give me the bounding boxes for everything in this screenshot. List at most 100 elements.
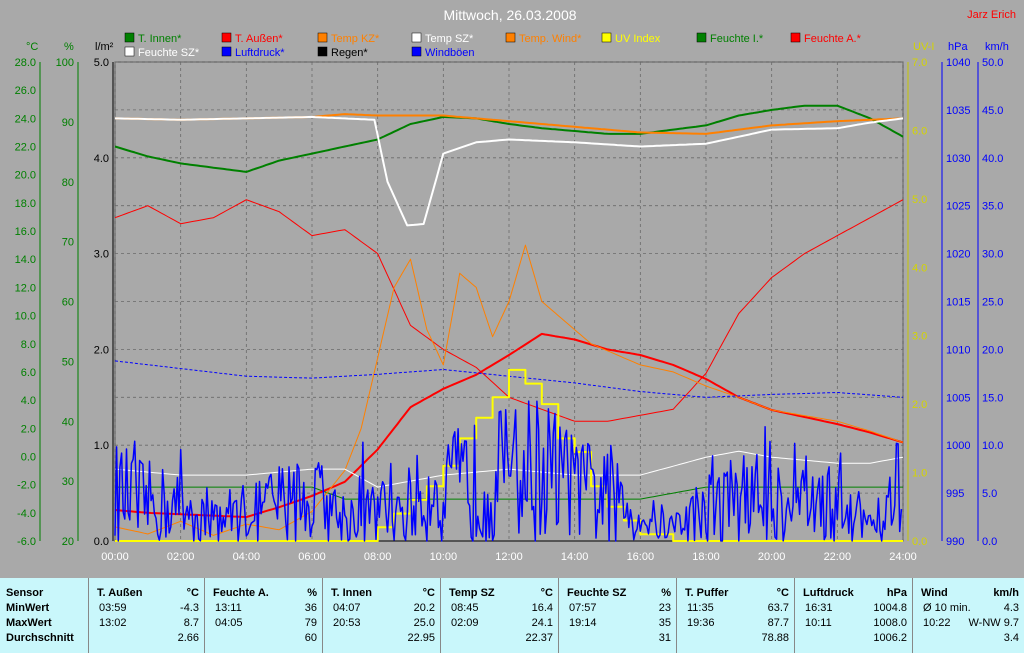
legend-swatch (317, 32, 328, 43)
max-value: 25.0 (413, 617, 435, 629)
press-tick-label: 1015 (946, 297, 970, 309)
stats-column: Temp SZ °C 08:45 16.4 02:09 24.1 22.37 (440, 578, 559, 653)
temp-tick-label: -6.0 (17, 536, 36, 548)
axis-unit-label: hPa (948, 41, 968, 53)
rain-tick-label: 0.0 (94, 536, 109, 548)
legend-swatch (124, 46, 135, 57)
temp-tick-label: -2.0 (17, 480, 36, 492)
max-value: 35 (658, 617, 671, 629)
series-uv-index-line (115, 368, 903, 542)
author-label: Jarz Erich (967, 9, 1016, 21)
uv-tick-label: 2.0 (912, 399, 927, 411)
x-tick-label: 18:00 (692, 551, 720, 563)
hum-tick-label: 70 (62, 237, 74, 249)
axis-unit-label: UV-I (913, 41, 934, 53)
wind-tick-label: 10.0 (982, 440, 1003, 452)
hum-tick-label: 40 (62, 416, 74, 428)
min-value: 20.2 (413, 602, 435, 614)
press-tick-label: 990 (946, 536, 964, 548)
temp-tick-label: 4.0 (21, 395, 36, 407)
column-unit: °C (776, 587, 789, 599)
legend-label: Feuchte I.* (710, 33, 764, 45)
temp-tick-label: 14.0 (15, 254, 36, 266)
stats-column: Wind km/h Ø 10 min. 4.3 10:22 W-NW 9.7 3.4 (912, 578, 1024, 653)
hum-tick-label: 100 (56, 57, 74, 69)
min-time: 03:59 (99, 602, 127, 614)
min-time: 16:31 (805, 602, 833, 614)
legend-label: T. Innen* (138, 33, 182, 45)
legend-swatch (221, 46, 232, 57)
max-value: 87.7 (767, 617, 789, 629)
legend-label: Feuchte SZ* (138, 47, 200, 59)
temp-tick-label: 24.0 (15, 113, 36, 125)
chart-title: Mittwoch, 26.03.2008 (443, 7, 576, 23)
min-value: 36 (304, 602, 317, 614)
column-unit: % (661, 587, 671, 599)
legend-swatch (221, 32, 232, 43)
uv-tick-label: 6.0 (912, 125, 927, 137)
legend-swatch (696, 32, 707, 43)
axis-unit-label: % (64, 41, 74, 53)
press-tick-label: 1005 (946, 392, 970, 404)
row-label: MinWert (6, 602, 50, 614)
min-time: Ø 10 min. (923, 602, 971, 614)
wind-tick-label: 40.0 (982, 153, 1003, 165)
rain-tick-label: 3.0 (94, 249, 109, 261)
min-time: 08:45 (451, 602, 479, 614)
column-unit: °C (540, 587, 553, 599)
wind-tick-label: 20.0 (982, 344, 1003, 356)
max-value: 8.7 (183, 617, 199, 629)
average-value: 1006.2 (873, 632, 907, 644)
statistics-table: Sensor MinWert MaxWert Durchschnitt T. Außen… (0, 578, 1024, 653)
wind-tick-label: 5.0 (982, 488, 997, 500)
column-unit: km/h (993, 587, 1019, 599)
legend-label: Windböen (425, 47, 475, 59)
average-value: 78.88 (761, 632, 789, 644)
series-temp-sz-line (115, 115, 904, 227)
uv-tick-label: 7.0 (912, 57, 927, 69)
wind-tick-label: 15.0 (982, 392, 1003, 404)
row-label: MaxWert (6, 617, 52, 629)
axes: 28.0 26.0 24.0 22.0 20.0 18.0 16.0 14.0 12.0 10.0… (15, 41, 1009, 563)
press-tick-label: 1035 (946, 105, 970, 117)
series-windböen-line (114, 400, 903, 542)
legend-swatch (601, 32, 612, 43)
stats-column: Feuchte SZ% 07:57 23 19:14 35 31 (558, 578, 677, 653)
uv-tick-label: 1.0 (912, 468, 927, 480)
legend-swatch (505, 32, 516, 43)
temp-tick-label: 0.0 (21, 451, 36, 463)
press-tick-label: 1040 (946, 57, 970, 69)
average-value: 31 (658, 632, 671, 644)
legend: T. Innen* T. Außen* Temp KZ* Temp SZ* Temp. … (124, 32, 862, 59)
min-time: 11:35 (687, 602, 714, 614)
average-value: 60 (304, 632, 317, 644)
legend-label: Temp SZ* (425, 33, 474, 45)
temp-tick-label: 10.0 (15, 311, 36, 323)
temp-tick-label: 20.0 (15, 170, 36, 182)
temp-tick-label: 28.0 (15, 57, 36, 69)
x-tick-label: 20:00 (758, 551, 786, 563)
axis-unit-label: l/m² (95, 41, 114, 53)
temp-tick-label: 22.0 (15, 142, 36, 154)
wind-tick-label: 45.0 (982, 105, 1003, 117)
stats-column: Feuchte A.% 13:11 36 04:05 79 60 (204, 578, 323, 653)
rain-tick-label: 5.0 (94, 57, 109, 69)
max-time: 19:36 (687, 617, 715, 629)
max-time: 02:09 (451, 617, 479, 629)
axis-unit-label: km/h (985, 41, 1009, 53)
hum-tick-label: 80 (62, 177, 74, 189)
wind-tick-label: 35.0 (982, 201, 1003, 213)
min-time: 13:11 (215, 602, 242, 614)
x-tick-label: 14:00 (561, 551, 589, 563)
min-time: 07:57 (569, 602, 597, 614)
max-value: 79 (304, 617, 317, 629)
max-value: 1008.0 (873, 617, 907, 629)
average-value: 22.95 (407, 632, 435, 644)
column-header: Temp SZ (449, 587, 495, 599)
temp-tick-label: 18.0 (15, 198, 36, 210)
x-tick-label: 06:00 (298, 551, 326, 563)
column-header: Wind (921, 587, 948, 599)
column-unit: °C (422, 587, 435, 599)
wind-tick-label: 50.0 (982, 57, 1003, 69)
press-tick-label: 1030 (946, 153, 970, 165)
